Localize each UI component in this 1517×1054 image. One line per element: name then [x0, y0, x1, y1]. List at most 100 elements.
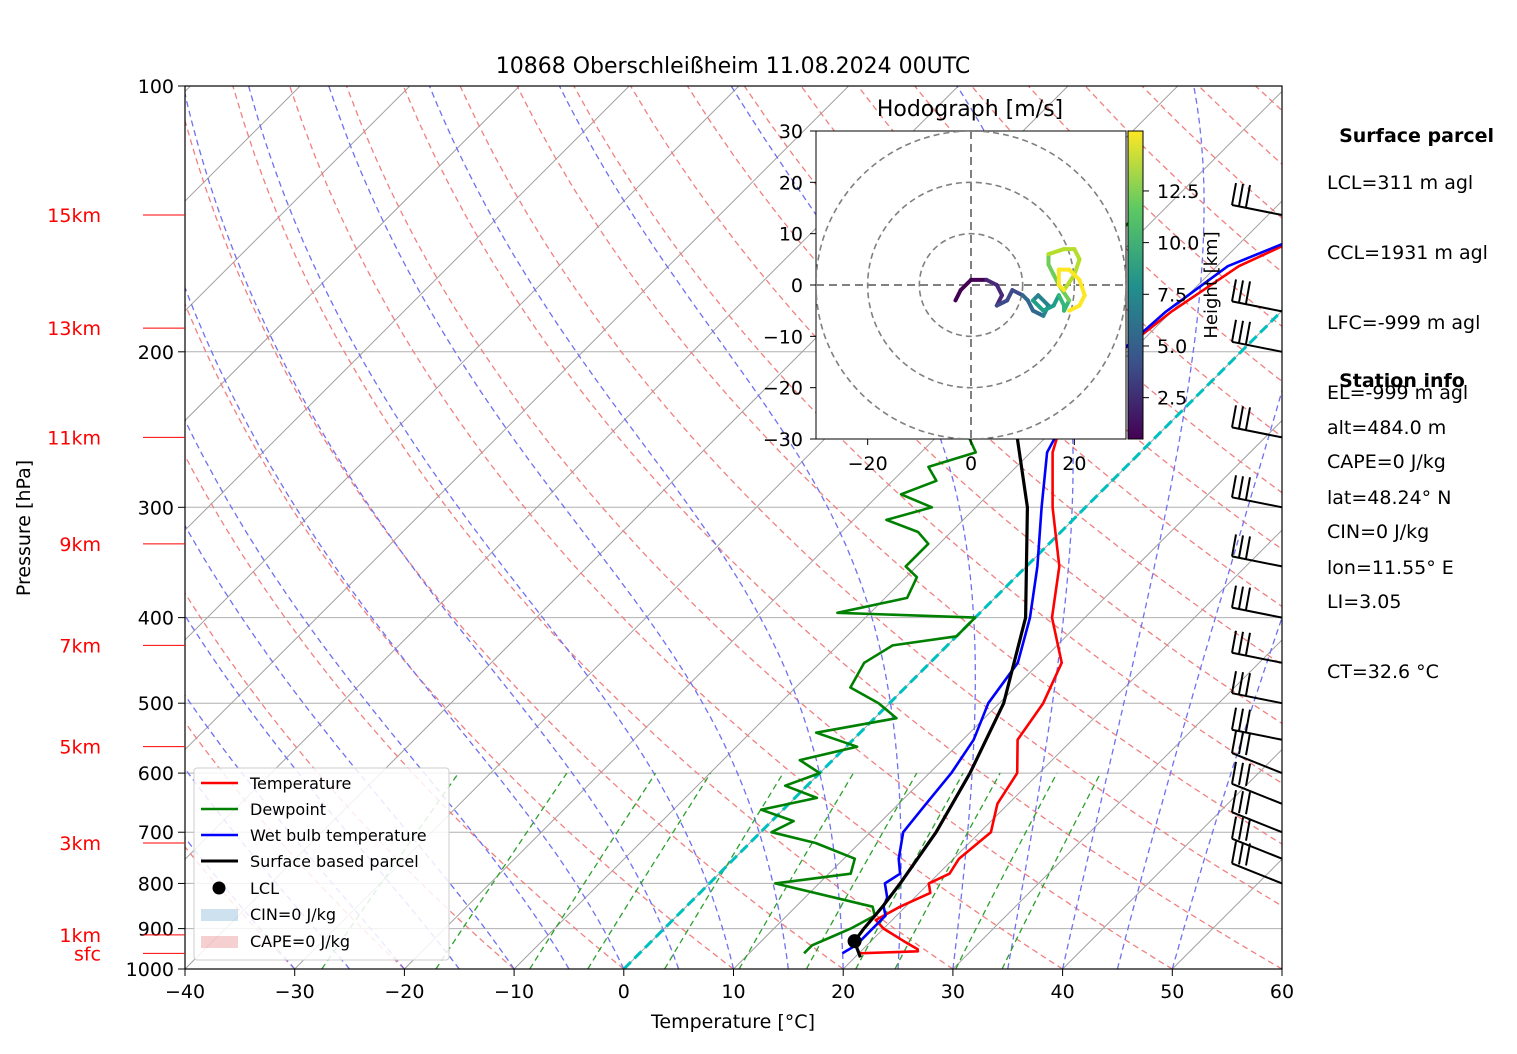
mixing-ratio-line — [435, 772, 568, 969]
mixing-ratio-line — [1001, 772, 1102, 969]
station-latitude: lat=48.24° N — [1327, 486, 1452, 509]
station-longitude: lon=11.55° E — [1327, 556, 1454, 579]
x-tick-label: −40 — [165, 981, 205, 1003]
y-tick-label: 100 — [138, 76, 174, 98]
mixing-ratio-line — [664, 772, 784, 969]
barb-flag — [1238, 535, 1244, 558]
mixing-ratio-line — [587, 772, 712, 969]
legend-cin-patch — [201, 909, 238, 921]
hodograph-segment — [1077, 277, 1087, 298]
colorbar-tick-label: 12.5 — [1157, 181, 1199, 203]
barb-flag — [1238, 586, 1244, 609]
barb-flag — [1231, 279, 1237, 302]
isotherm — [733, 419, 1282, 969]
y-tick-label: 200 — [138, 342, 174, 364]
isotherm — [185, 86, 740, 641]
colorbar-label: Height [km] — [1201, 231, 1222, 338]
barb-flag — [1238, 762, 1244, 785]
wind-barb — [1231, 534, 1283, 568]
height-label: 15km — [47, 205, 101, 227]
barb-staff — [1231, 692, 1283, 705]
barb-flag — [1238, 708, 1244, 731]
hodograph-segment — [1067, 267, 1082, 282]
hodograph-segment — [958, 277, 973, 293]
mixing-ratio-line — [855, 772, 964, 969]
hodograph-x-tick-label: 20 — [1062, 453, 1086, 475]
barb-flag — [1231, 405, 1237, 428]
surface-parcel-lfc: LFC=-999 m agl — [1327, 311, 1481, 334]
wind-barbs — [1231, 182, 1283, 885]
barb-staff — [1231, 496, 1283, 509]
barb-flag — [1245, 843, 1251, 866]
barb-flag — [1238, 183, 1244, 207]
hodograph-rings — [816, 131, 1126, 439]
isotherm — [185, 86, 411, 312]
barb-flag — [1231, 761, 1237, 784]
surface-parcel-info: Surface parcel LCL=311 m agl CCL=1931 m … — [1327, 102, 1494, 708]
legend-cape-label: CAPE=0 J/kg — [250, 932, 350, 951]
hodograph-segment — [1067, 303, 1082, 313]
legend-dewpoint-label: Dewpoint — [250, 800, 326, 819]
isotherm — [1062, 748, 1282, 969]
surface-parcel-heading: Surface parcel — [1339, 125, 1494, 148]
barb-flag — [1245, 792, 1251, 815]
height-label: 11km — [47, 427, 101, 449]
barb-flag — [1238, 672, 1244, 695]
barb-flag — [1231, 730, 1237, 754]
hodograph-y-tick-label: 10 — [779, 224, 803, 246]
legend-parcel-label: Surface based parcel — [250, 852, 419, 871]
moist-adiabat — [956, 86, 1074, 969]
mixing-ratio-line — [955, 772, 1058, 969]
hodograph-title: Hodograph [m/s] — [877, 97, 1063, 122]
barb-flag — [1245, 407, 1251, 430]
surface-parcel-lcl: LCL=311 m agl — [1327, 171, 1474, 194]
wind-barb — [1231, 790, 1283, 834]
hodograph-segment — [1062, 272, 1077, 293]
wind-barb — [1231, 182, 1283, 217]
legend-lcl-marker — [212, 881, 226, 895]
y-tick-label: 400 — [138, 608, 174, 630]
surface-parcel-cin: CIN=0 J/kg — [1327, 521, 1430, 544]
colorbar-tick-label: 2.5 — [1157, 388, 1187, 410]
barb-flag — [1231, 182, 1237, 206]
barb-flag — [1245, 184, 1251, 208]
axes-ticks: −40 −30 −20 −10 0 10 20 30 40 50 60100090080070060… — [47, 76, 1294, 1003]
x-tick-label: 60 — [1270, 981, 1294, 1003]
wind-barb — [1231, 707, 1283, 741]
dry-adiabat — [185, 302, 734, 969]
barb-flag — [1231, 630, 1237, 653]
surface-parcel-ccl: CCL=1931 m agl — [1327, 241, 1488, 264]
hodograph-y-tick-label: −30 — [763, 429, 803, 451]
chart-title: 10868 Oberschleißheim 11.08.2024 00UTC — [496, 54, 971, 79]
dry-adiabat — [516, 86, 1282, 845]
height-label: 13km — [47, 318, 101, 340]
barb-flag — [1238, 320, 1244, 343]
wind-barb — [1231, 671, 1283, 705]
barb-flag — [1245, 632, 1251, 655]
x-tick-label: 30 — [941, 981, 965, 1003]
y-tick-label: 1000 — [126, 959, 174, 981]
moist-adiabat — [428, 86, 844, 969]
y-tick-label: 700 — [138, 822, 174, 844]
hodograph-segment — [1072, 257, 1082, 277]
hodograph-ticks: −20 0 20 −30 −20 −10 0 10 20 30 — [763, 121, 1087, 475]
barb-flag — [1245, 321, 1251, 344]
hodograph: Hodograph [m/s] −20 0 20 −30 −20 −10 0 10 20 30 2… — [763, 97, 1222, 475]
barb-flag — [1231, 816, 1237, 839]
y-tick-label: 900 — [138, 919, 174, 941]
barb-flag — [1238, 842, 1244, 865]
barb-staff — [1231, 862, 1283, 885]
lcl-marker — [847, 934, 862, 949]
dry-adiabat — [289, 86, 1063, 969]
barb-flag — [1245, 732, 1251, 756]
hodograph-y-tick-label: 20 — [779, 172, 803, 194]
isotherm — [185, 86, 520, 422]
x-tick-label: 10 — [721, 981, 745, 1003]
barb-flag — [1238, 280, 1244, 303]
barb-flag — [1231, 841, 1237, 864]
moist-adiabat — [185, 524, 515, 969]
wind-barb — [1231, 841, 1283, 885]
dry-adiabat — [459, 86, 1282, 907]
barb-staff — [1231, 837, 1283, 860]
barb-flag — [1238, 731, 1244, 755]
